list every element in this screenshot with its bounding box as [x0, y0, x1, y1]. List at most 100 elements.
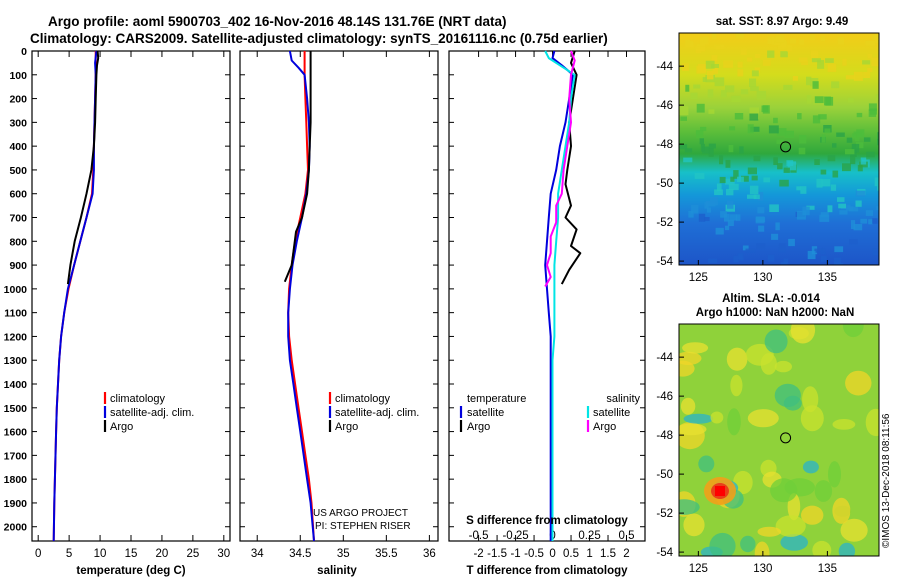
sla-blob [754, 541, 770, 556]
sst-patches [679, 33, 879, 265]
sla-blob [764, 329, 788, 354]
sst-patch [726, 188, 734, 196]
sst-patch [767, 254, 775, 262]
sla-blob [780, 534, 808, 551]
temperature-axis-label: temperature (deg C) [76, 565, 185, 577]
sst-patch [755, 54, 761, 58]
salinity-panel: 34 34.5 35 35.5 36 salinity climatology sate… [239, 50, 439, 577]
map-y-tick-label: -44 [656, 352, 673, 364]
sst-patch [796, 186, 801, 191]
s-difference-axis-label: S difference from climatology [466, 515, 628, 527]
sla-blob [865, 408, 879, 437]
sst-patch [867, 68, 873, 72]
legend-s-argo-label: Argo [593, 421, 616, 433]
temperature-axis: 0 5 10 15 20 25 30 [32, 50, 230, 560]
sst-patch [839, 210, 848, 215]
sst-patch [821, 134, 826, 143]
map-y-tick-label: -50 [656, 178, 673, 190]
sst-patch [783, 167, 790, 173]
credit-note: ©IMOS 13-Dec-2018 08:11:56 [881, 413, 892, 548]
legend-temperature-heading: temperature [467, 393, 526, 405]
sla-blob [775, 515, 806, 537]
map-y-tick-label: -44 [656, 61, 673, 73]
sla-blob [710, 411, 724, 424]
pi-note: PI: STEPHEN RISER [315, 521, 411, 532]
sst-patch [708, 148, 714, 157]
sst-patch [695, 130, 704, 139]
sst-patch [719, 155, 724, 165]
sst-patch [714, 77, 725, 87]
sst-patch [729, 126, 736, 131]
s-difference-axis: -0.5 -0.25 0 0.25 0.5 [469, 530, 635, 542]
salinity-series [283, 50, 315, 542]
sst-patch [799, 39, 804, 45]
sst-patch [702, 146, 710, 154]
series-line-salinity-argo [544, 50, 576, 288]
map-y-tick-label: -54 [656, 256, 673, 268]
x-tick-label: -2 [473, 548, 483, 560]
sst-patch [747, 57, 753, 62]
sst-patch [872, 34, 879, 40]
sst-map-axes: 125 130 135 -44 -46 -48 -50 -52 -54 [656, 61, 837, 284]
sst-patch [742, 245, 749, 251]
sst-patch [684, 148, 693, 153]
sst-argo-location-marker [780, 141, 792, 153]
sla-argo-location-marker [780, 432, 792, 444]
sst-patch [711, 33, 717, 40]
sst-patch [863, 137, 871, 142]
sst-patch [737, 176, 744, 183]
legend-argo-label: Argo [110, 421, 133, 433]
sst-patch [747, 167, 757, 175]
sst-map-frame [678, 32, 880, 266]
sst-patch [819, 214, 830, 222]
sst-patch [834, 257, 841, 265]
title-line-1: Argo profile: aoml 5900703_402 16-Nov-20… [48, 14, 506, 29]
y-tick-label: 300 [9, 117, 27, 129]
sst-patch [784, 130, 794, 139]
sla-blob [760, 353, 777, 375]
temperature-series [52, 50, 100, 542]
temperature-panel: 0100200300400500600700800900100011001200… [4, 46, 231, 577]
map-x-tick-label: 130 [753, 563, 772, 575]
sst-patch [723, 60, 733, 68]
sst-patch [690, 92, 698, 100]
legend-satellite-label: satellite-adj. clim. [110, 407, 194, 419]
sst-patch [705, 60, 715, 69]
sla-blob [838, 542, 856, 556]
y-tick-label: 2000 [4, 522, 28, 534]
x-tick-label: -1 [510, 548, 520, 560]
sst-patch [821, 247, 826, 255]
sst-patch [856, 112, 863, 118]
sst-patch [820, 36, 826, 42]
x-tick-label: 35.5 [375, 548, 397, 560]
sst-patch [814, 96, 824, 104]
map-y-tick-label: -50 [656, 469, 673, 481]
sst-patch [775, 222, 780, 231]
sst-patch [706, 207, 711, 213]
sst-patch [740, 89, 749, 95]
sla-blob [802, 386, 819, 413]
sst-patch [821, 179, 831, 187]
sst-patch [877, 185, 879, 191]
sst-patch [792, 76, 798, 81]
sla-blob [832, 419, 856, 430]
x-tick-label: 0.5 [563, 548, 579, 560]
x-tick-label: -1.5 [487, 548, 507, 560]
y-tick-label: 700 [9, 213, 27, 225]
sla-blob [840, 518, 868, 542]
sst-patch [827, 205, 833, 213]
sla-blob [842, 324, 864, 338]
sst-map-title: sat. SST: 8.97 Argo: 9.49 [716, 16, 849, 28]
sst-patch [866, 151, 875, 158]
sst-patch [715, 227, 724, 235]
sla-blob [783, 395, 802, 411]
sst-patch [862, 60, 871, 65]
sst-patch [747, 124, 754, 134]
sst-patch [799, 135, 807, 144]
sst-patch [737, 61, 743, 68]
sst-patch [787, 161, 797, 171]
sst-patch [824, 128, 831, 134]
sla-blobs [679, 324, 879, 556]
sla-blob [812, 540, 832, 556]
